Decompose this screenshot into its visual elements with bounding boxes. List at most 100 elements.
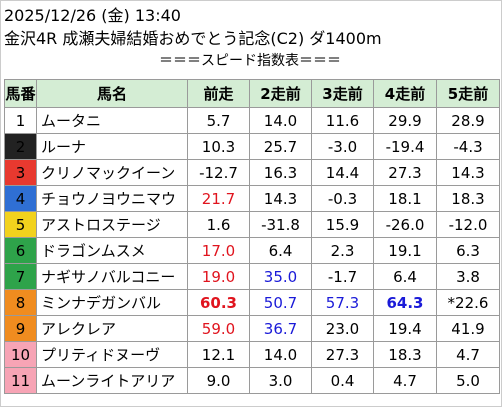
table-row: 1 ムータニ 5.7 14.0 11.6 29.9 28.9: [4, 107, 500, 134]
horse-name: ムータニ: [36, 107, 188, 134]
speed-index-value: 14.4: [311, 159, 374, 186]
horse-number: 3: [4, 159, 37, 186]
horse-number: 11: [4, 367, 37, 394]
speed-index-value: 9.0: [187, 367, 250, 394]
table-row: 6 ドラゴンムスメ 17.0 6.4 2.3 19.1 6.3: [4, 237, 500, 264]
col-header-num: 馬番: [4, 79, 37, 108]
horse-number: 7: [4, 263, 37, 290]
horse-number: 10: [4, 341, 37, 368]
col-header-5th: 5走前: [436, 79, 500, 108]
speed-index-value: -0.3: [311, 185, 374, 212]
speed-index-value: 6.4: [249, 237, 312, 264]
horse-name: ミンナデガンバル: [36, 289, 188, 316]
race-title: 金沢4R 成瀬夫婦結婚おめでとう記念(C2) ダ1400m: [4, 29, 382, 48]
speed-index-value: 14.0: [249, 107, 312, 134]
col-header-2nd: 2走前: [249, 79, 312, 108]
speed-index-value: 5.7: [187, 107, 250, 134]
horse-number: 4: [4, 185, 37, 212]
speed-index-value: 35.0: [249, 263, 312, 290]
speed-index-value: -3.0: [311, 133, 374, 160]
horse-number: 8: [4, 289, 37, 316]
table-row: 8 ミンナデガンバル 60.3 50.7 57.3 64.3 *22.6: [4, 289, 500, 316]
table-row: 3 クリノマックイーン -12.7 16.3 14.4 27.3 14.3: [4, 159, 500, 186]
speed-index-value: 16.3: [249, 159, 312, 186]
speed-index-value: -31.8: [249, 211, 312, 238]
horse-name: ナギサノバルコニー: [36, 263, 188, 290]
horse-number: 5: [4, 211, 37, 238]
speed-index-value: 19.0: [187, 263, 250, 290]
speed-index-value: 11.6: [311, 107, 374, 134]
speed-index-value: 18.3: [436, 185, 500, 212]
speed-index-value: 27.3: [373, 159, 437, 186]
speed-index-value: -19.4: [373, 133, 437, 160]
col-header-3rd: 3走前: [311, 79, 374, 108]
speed-index-value: 3.8: [436, 263, 500, 290]
speed-index-value: -12.0: [436, 211, 500, 238]
speed-index-value: 18.3: [373, 341, 437, 368]
speed-index-value: -26.0: [373, 211, 437, 238]
speed-index-value: 6.4: [373, 263, 437, 290]
header-row: 馬番 馬名 前走 2走前 3走前 4走前 5走前: [4, 79, 500, 108]
horse-number: 1: [4, 107, 37, 134]
speed-index-value: 19.4: [373, 315, 437, 342]
speed-index-value: 60.3: [187, 289, 250, 316]
speed-index-value: 18.1: [373, 185, 437, 212]
speed-index-value: 21.7: [187, 185, 250, 212]
speed-index-value: 10.3: [187, 133, 250, 160]
speed-index-value: 1.6: [187, 211, 250, 238]
speed-index-value: 23.0: [311, 315, 374, 342]
speed-index-value: 19.1: [373, 237, 437, 264]
horse-number: 2: [4, 133, 37, 160]
speed-index-value: 29.9: [373, 107, 437, 134]
horse-name: ムーンライトアリア: [36, 367, 188, 394]
speed-index-value: -4.3: [436, 133, 500, 160]
speed-index-table: 馬番 馬名 前走 2走前 3走前 4走前 5走前 1 ムータニ 5.7 14.0 11.…: [4, 79, 500, 394]
horse-number: 9: [4, 315, 37, 342]
horse-name: アレクレア: [36, 315, 188, 342]
speed-index-value: 5.0: [436, 367, 500, 394]
table-row: 11 ムーンライトアリア 9.0 3.0 0.4 4.7 5.0: [4, 367, 500, 394]
speed-index-value: 14.3: [249, 185, 312, 212]
table-subtitle: ＝＝＝スピード指数表＝＝＝: [159, 53, 341, 69]
col-header-last: 前走: [187, 79, 250, 108]
speed-index-value: 2.3: [311, 237, 374, 264]
speed-index-value: 27.3: [311, 341, 374, 368]
speed-index-value: 17.0: [187, 237, 250, 264]
horse-name: クリノマックイーン: [36, 159, 188, 186]
col-header-name: 馬名: [36, 79, 188, 108]
speed-index-value: 4.7: [436, 341, 500, 368]
horse-name: プリティドヌーヴ: [36, 341, 188, 368]
speed-index-value: 6.3: [436, 237, 500, 264]
header: 2025/12/26 (金) 13:40 金沢4R 成瀬夫婦結婚おめでとう記念(…: [0, 0, 502, 72]
speed-index-value: 36.7: [249, 315, 312, 342]
horse-name: アストロステージ: [36, 211, 188, 238]
speed-index-value: 64.3: [373, 289, 437, 316]
speed-index-value: -12.7: [187, 159, 250, 186]
speed-index-value: 14.0: [249, 341, 312, 368]
speed-index-value: 14.3: [436, 159, 500, 186]
speed-index-value: 41.9: [436, 315, 500, 342]
speed-index-value: 59.0: [187, 315, 250, 342]
speed-index-value: 15.9: [311, 211, 374, 238]
speed-index-value: 4.7: [373, 367, 437, 394]
speed-index-value: *22.6: [436, 289, 500, 316]
col-header-4th: 4走前: [373, 79, 437, 108]
speed-index-value: 50.7: [249, 289, 312, 316]
speed-index-value: 25.7: [249, 133, 312, 160]
speed-index-value: 28.9: [436, 107, 500, 134]
horse-name: ドラゴンムスメ: [36, 237, 188, 264]
speed-index-value: 3.0: [249, 367, 312, 394]
speed-index-value: 12.1: [187, 341, 250, 368]
horse-number: 6: [4, 237, 37, 264]
table-row: 9 アレクレア 59.0 36.7 23.0 19.4 41.9: [4, 315, 500, 342]
horse-name: ルーナ: [36, 133, 188, 160]
table-row: 4 チョウノヨウニマウ 21.7 14.3 -0.3 18.1 18.3: [4, 185, 500, 212]
speed-index-value: 57.3: [311, 289, 374, 316]
table-row: 2 ルーナ 10.3 25.7 -3.0 -19.4 -4.3: [4, 133, 500, 160]
table-row: 5 アストロステージ 1.6 -31.8 15.9 -26.0 -12.0: [4, 211, 500, 238]
horse-name: チョウノヨウニマウ: [36, 185, 188, 212]
speed-index-value: -1.7: [311, 263, 374, 290]
race-datetime: 2025/12/26 (金) 13:40: [4, 6, 181, 25]
table-row: 10 プリティドヌーヴ 12.1 14.0 27.3 18.3 4.7: [4, 341, 500, 368]
speed-index-value: 0.4: [311, 367, 374, 394]
